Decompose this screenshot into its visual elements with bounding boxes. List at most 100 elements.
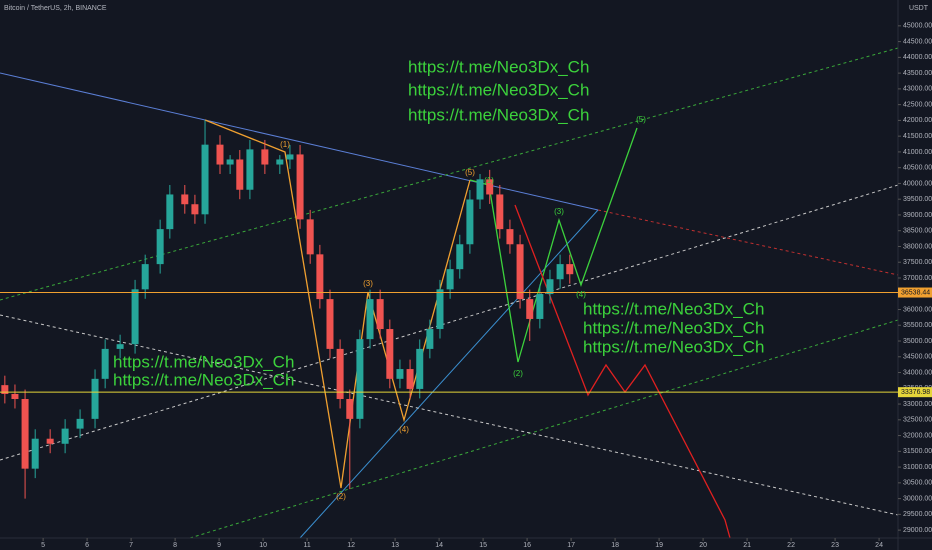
- link-annotation: https://t.me/Neo3Dx_Ch: [583, 337, 764, 356]
- y-tick-label: 42500.00: [903, 101, 932, 108]
- y-tick-label: 37000.00: [903, 275, 932, 282]
- x-tick-label: 8: [173, 542, 177, 549]
- candle-body: [21, 399, 29, 469]
- candle-body: [336, 348, 344, 400]
- wave-label: (1): [280, 140, 290, 149]
- y-tick-label: 40500.00: [903, 165, 932, 172]
- chart-title: Bitcoin / TetherUS, 2h, BINANCE: [4, 5, 107, 12]
- price-level-label: 36538.44: [901, 289, 930, 296]
- wave-label: (2): [336, 492, 346, 501]
- candle-body: [416, 348, 424, 389]
- candle-body: [326, 299, 334, 349]
- x-tick-label: 23: [831, 542, 839, 549]
- link-annotation: https://t.me/Neo3Dx_Ch: [408, 57, 589, 76]
- candle-body: [261, 149, 269, 165]
- price-level-tag: [898, 287, 932, 298]
- candle-body: [556, 264, 564, 280]
- x-tick-label: 14: [435, 542, 443, 549]
- y-tick-label: 31500.00: [903, 448, 932, 455]
- channel-line: [0, 184, 899, 461]
- wave-label: (1): [484, 176, 494, 185]
- x-tick-label: 16: [523, 542, 531, 549]
- x-tick-label: 24: [875, 542, 883, 549]
- x-tick-label: 20: [699, 542, 707, 549]
- wave-label: (5): [465, 168, 475, 177]
- link-annotation: https://t.me/Neo3Dx_Ch: [408, 105, 589, 124]
- wave-line: [469, 127, 638, 363]
- link-annotation: https://t.me/Neo3Dx_Ch: [113, 370, 294, 389]
- y-tick-label: 39000.00: [903, 212, 932, 219]
- y-tick-label: 31000.00: [903, 464, 932, 471]
- candle-body: [376, 299, 384, 330]
- y-tick-label: 33000.00: [903, 401, 932, 408]
- currency: USDT: [909, 5, 929, 12]
- x-tick-label: 9: [217, 542, 221, 549]
- wave-label: (3): [554, 207, 564, 216]
- wave-label: (4): [576, 290, 586, 299]
- candle-body: [316, 254, 324, 300]
- candle-body: [536, 294, 544, 319]
- x-tick-label: 15: [479, 542, 487, 549]
- y-tick-label: 32000.00: [903, 432, 932, 439]
- y-tick-label: 44500.00: [903, 38, 932, 45]
- y-tick-label: 32500.00: [903, 417, 932, 424]
- y-tick-label: 43500.00: [903, 70, 932, 77]
- candle-body: [156, 229, 164, 265]
- candle-body: [306, 219, 314, 255]
- y-tick-label: 30000.00: [903, 495, 932, 502]
- link-annotation: https://t.me/Neo3Dx_Ch: [583, 299, 764, 318]
- candle-body: [356, 339, 364, 419]
- candle-body: [426, 329, 434, 349]
- link-annotation: https://t.me/Neo3Dx_Ch: [408, 80, 589, 99]
- y-tick-label: 34000.00: [903, 369, 932, 376]
- wave-line: [204, 119, 471, 489]
- candle-body: [476, 179, 484, 200]
- wave-label: (4): [399, 425, 409, 434]
- candle-body: [1, 385, 9, 394]
- candle-body: [276, 159, 284, 165]
- y-tick-label: 40000.00: [903, 180, 932, 187]
- candle-body: [446, 269, 454, 290]
- x-tick-label: 6: [85, 542, 89, 549]
- y-tick-label: 30500.00: [903, 480, 932, 487]
- candle-body: [246, 149, 254, 190]
- x-tick-label: 5: [41, 542, 45, 549]
- y-tick-label: 44000.00: [903, 54, 932, 61]
- candle-body: [486, 179, 494, 195]
- candle-body: [46, 438, 54, 444]
- candle-body: [346, 399, 354, 419]
- y-tick-label: 43000.00: [903, 86, 932, 93]
- x-tick-label: 12: [347, 542, 355, 549]
- candle-body: [216, 144, 224, 165]
- candle-body: [101, 348, 109, 379]
- candle-body: [61, 428, 69, 444]
- y-tick-label: 36000.00: [903, 306, 932, 313]
- y-tick-label: 35500.00: [903, 322, 932, 329]
- x-tick-label: 7: [129, 542, 133, 549]
- x-tick-label: 22: [787, 542, 795, 549]
- wave-label: (2): [513, 369, 523, 378]
- candle-body: [466, 199, 474, 245]
- candle-body: [366, 299, 374, 340]
- y-tick-label: 42000.00: [903, 117, 932, 124]
- y-tick-label: 35000.00: [903, 338, 932, 345]
- candle-body: [406, 369, 414, 389]
- price-level-tag: [898, 387, 932, 398]
- candle-body: [386, 329, 394, 379]
- trend-line: [0, 72, 599, 211]
- link-annotation: https://t.me/Neo3Dx_Ch: [583, 318, 764, 337]
- candle-body: [226, 159, 234, 165]
- price-level-label: 33376.98: [901, 389, 930, 396]
- y-tick-label: 38500.00: [903, 228, 932, 235]
- candle-body: [141, 264, 149, 290]
- candle-body: [526, 299, 534, 319]
- x-tick-label: 19: [655, 542, 663, 549]
- y-tick-label: 37500.00: [903, 259, 932, 266]
- x-tick-label: 13: [391, 542, 399, 549]
- x-tick-label: 11: [303, 542, 310, 549]
- candle-body: [91, 378, 99, 419]
- candle-body: [191, 204, 199, 215]
- candle-body: [181, 194, 189, 205]
